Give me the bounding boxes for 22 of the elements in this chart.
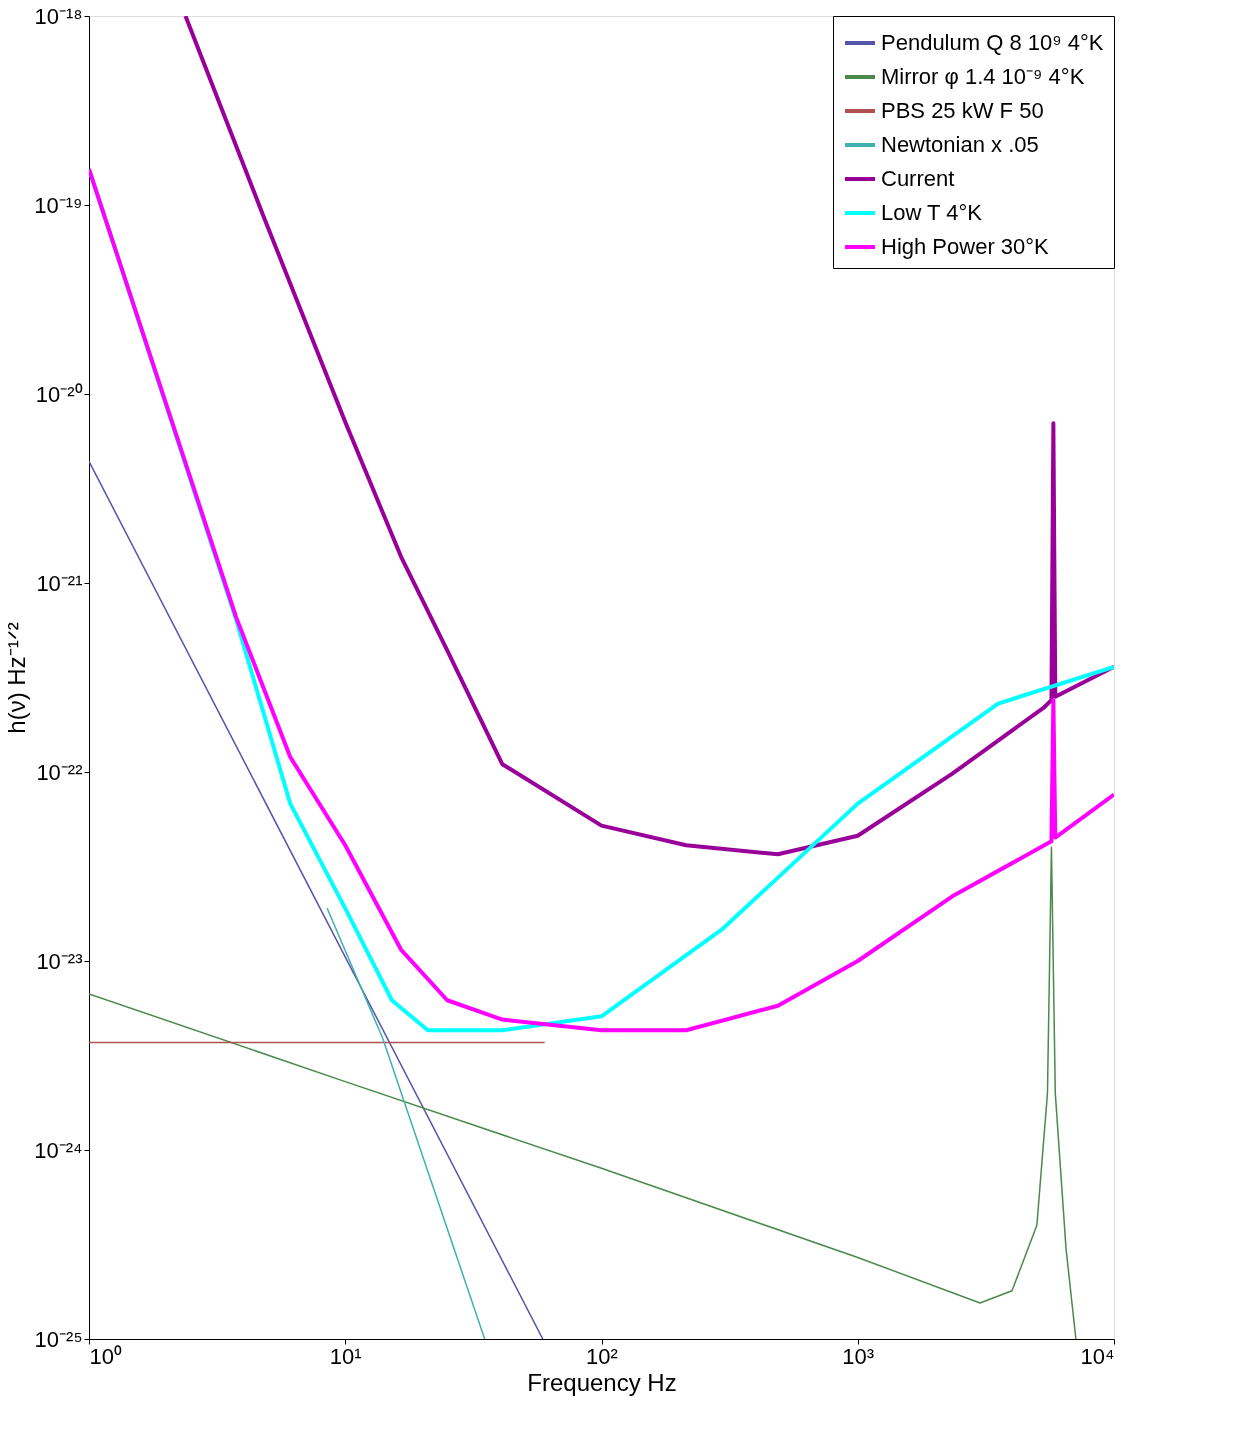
x-tick-label: 10⁴ [1080, 1343, 1115, 1369]
legend-label: Current [881, 166, 955, 191]
y-axis-title: h(ν) Hz⁻¹ᐟ² [3, 622, 31, 734]
x-tick-label: 10⁰ [89, 1343, 122, 1369]
x-axis-title: Frequency Hz [527, 1368, 677, 1396]
legend-label: Low T 4°K [881, 200, 983, 225]
legend-label: Pendulum Q 8 10⁹ 4°K [881, 30, 1104, 55]
x-tick-label: 10³ [842, 1343, 875, 1369]
legend-label: PBS 25 kW F 50 [881, 98, 1044, 123]
y-tick-label: 10⁻²⁵ [34, 1326, 83, 1352]
y-tick-label: 10⁻²¹ [36, 570, 83, 596]
legend-label: Mirror φ 1.4 10⁻⁹ 4°K [881, 64, 1085, 89]
y-tick-label: 10⁻¹⁹ [34, 192, 83, 218]
y-tick-label: 10⁻²³ [36, 948, 83, 974]
x-tick-label: 10¹ [329, 1343, 362, 1369]
y-tick-label: 10⁻¹⁸ [34, 3, 83, 29]
y-tick-label: 10⁻²⁰ [35, 381, 83, 407]
legend-label: Newtonian x .05 [881, 132, 1039, 157]
x-tick-label: 10² [586, 1343, 618, 1369]
y-tick-label: 10⁻²² [36, 759, 83, 785]
legend-label: High Power 30°K [881, 234, 1050, 259]
y-tick-label: 10⁻²⁴ [34, 1137, 83, 1163]
